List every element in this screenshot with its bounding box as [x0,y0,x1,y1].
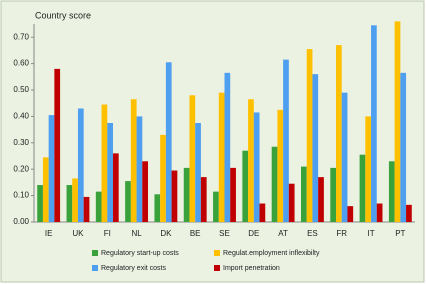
bar [330,167,337,222]
y-tick-label: 0.00 [13,217,29,226]
x-tick-label: AT [278,229,288,238]
x-tick-label: SE [219,229,230,238]
bar [336,45,342,223]
bar [83,196,90,222]
bar [259,203,266,222]
y-tick-label: 0.60 [13,59,29,68]
bar [112,153,119,222]
bar [195,123,201,222]
bar [183,167,190,222]
legend-swatch [214,250,220,256]
chart-title: Country score [35,10,91,20]
bar [318,177,324,222]
x-tick-label: DE [248,229,259,238]
x-tick-label: FR [336,229,347,238]
bar [341,92,348,222]
bar [37,185,43,222]
bar [160,134,166,222]
bar [142,161,149,222]
y-tick-label: 0.20 [13,164,29,173]
bar [394,21,401,222]
y-tick-label: 0.10 [13,191,29,200]
x-tick-label: PT [395,229,405,238]
bar [388,161,395,222]
bar [406,204,412,222]
bar [213,191,219,222]
bar [66,185,73,222]
bar [253,112,260,222]
x-tick-label: BE [190,229,201,238]
bar [312,74,319,222]
bar [200,177,207,222]
x-tick-label: FI [104,229,111,238]
bar [95,191,102,222]
legend-label: Import penetration [223,265,280,272]
legend-label: Regulatory exit costs [101,265,166,272]
y-tick-label: 0.30 [13,138,29,147]
legend-label: Regulat.employment inflexibilty [223,250,320,257]
bar [224,72,231,222]
bar [72,178,78,222]
legend-swatch [214,265,220,271]
y-tick-label: 0.50 [13,85,29,94]
bar [288,183,295,222]
bar [165,62,172,222]
x-tick-label: NL [131,229,142,238]
bar [107,123,113,222]
bar [125,181,131,222]
bar [283,59,289,222]
x-tick-label: IE [45,229,53,238]
bar [42,157,49,222]
y-tick-label: 0.40 [13,112,29,121]
legend-label: Regulatory start-up costs [101,250,179,257]
x-tick-label: UK [72,229,84,238]
bar [230,167,236,222]
legend-swatch [92,265,98,271]
bar [154,194,161,222]
bar [359,154,366,222]
bar [400,72,407,222]
bar [347,206,354,222]
x-tick-label: IT [367,229,374,238]
bar [271,146,278,222]
x-tick-label: ES [307,229,318,238]
bar [376,203,383,222]
bar [242,150,249,222]
bar [130,99,137,222]
bar [48,115,55,222]
bar [248,99,254,222]
bar [101,104,108,222]
x-tick-label: DK [160,229,172,238]
bar [136,116,143,222]
bar [54,68,61,222]
bar [300,166,307,222]
bar [365,116,372,222]
bar [189,95,196,222]
bar [171,170,178,222]
bar [371,25,377,222]
bar [306,49,313,222]
y-tick-label: 0.70 [13,32,29,41]
bar [277,109,284,222]
legend-swatch [92,250,98,256]
bar [77,108,84,222]
bar [218,92,225,222]
